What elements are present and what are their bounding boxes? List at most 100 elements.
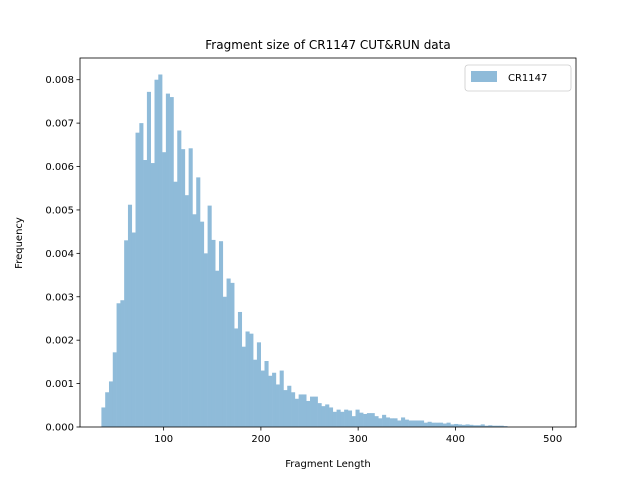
y-tick-label: 0.000 [45,423,74,434]
histogram-bar [169,97,174,427]
histogram-bar [306,400,311,427]
y-ticks: 0.000 0.001 0.002 0.003 0.004 0.005 0.006 0.007… [45,75,80,434]
histogram-bar [355,409,360,427]
histogram-bar [435,422,440,427]
histogram-bar [442,423,447,427]
histogram-bar [211,239,216,427]
x-tick-label: 100 [154,434,173,445]
histogram-bar [162,152,167,427]
histogram-bar [347,410,353,427]
histogram-bar [222,296,227,427]
histogram-bar [420,420,425,427]
histogram-bar [139,123,144,428]
histogram-bar [332,411,337,427]
histogram-bar [397,420,402,427]
histogram-bar [340,411,345,427]
x-tick-label: 500 [543,434,562,445]
histogram-bar [291,392,296,427]
histogram-bar [503,426,508,427]
histogram-bar [253,359,258,427]
y-tick-label: 0.005 [45,205,74,216]
histogram-bar [230,282,235,427]
histogram-bar [135,132,140,428]
histogram-bar [173,181,178,427]
histogram-bar [154,79,159,428]
histogram-bar [492,425,497,427]
y-tick-label: 0.003 [45,292,74,303]
histogram-bar [181,149,186,427]
histogram-bar [105,392,110,427]
histogram-bar [446,422,451,427]
histogram-bar [264,361,269,427]
histogram-bar [401,417,406,427]
histogram-bar [404,419,409,427]
histogram-bar [298,394,303,427]
histogram-bar [218,241,224,427]
histogram-bar [272,372,277,427]
y-tick-label: 0.004 [45,249,74,260]
histogram-bar [374,416,379,427]
histogram-bar [431,422,436,427]
histogram-bar [351,416,356,427]
histogram-bar [120,300,125,427]
histogram-bar [454,423,459,427]
legend-label: CR1147 [508,73,547,84]
histogram-bar [378,418,383,427]
histogram-bar [283,390,288,427]
histogram-bar [249,333,254,427]
y-tick-label: 0.001 [45,379,74,390]
histogram-bar [146,91,151,428]
histogram-bar [245,331,250,427]
histogram-bar [287,385,292,427]
histogram-bar [488,425,493,427]
y-axis-label: Frequency [14,217,25,269]
x-tick-label: 200 [251,434,270,445]
histogram-bar [408,420,413,427]
bars-group [101,74,508,428]
histogram-bar [196,177,201,427]
axes-frame [79,57,577,428]
histogram-bar [438,422,444,427]
y-tick-label: 0.008 [45,75,74,86]
histogram-bar [389,418,394,427]
histogram-bar [366,413,371,427]
histogram-bar [215,270,220,427]
histogram-bar [131,232,136,427]
histogram-bar [469,424,474,427]
histogram-bar [321,406,326,427]
y-tick-label: 0.006 [45,162,74,173]
histogram-bar [150,163,155,427]
histogram-bar [279,370,284,427]
histogram-bar [363,413,368,427]
histogram-bar [313,396,318,427]
histogram-bar [234,328,239,427]
histogram-bar [275,384,280,427]
histogram-bar [158,74,163,427]
histogram-bar [325,404,330,427]
histogram-bar [302,394,307,427]
histogram-bar [112,352,117,427]
histogram-bar [412,420,417,427]
histogram-bar [359,412,364,427]
histogram-bar [495,425,500,427]
histogram-bar [124,240,129,427]
histogram-bar [336,409,341,427]
histogram-bar [457,424,463,427]
histogram-bar [184,195,189,427]
histogram-bar [344,409,349,427]
histogram-bar [317,403,322,427]
x-tick-label: 400 [446,434,465,445]
histogram-bar [237,311,243,427]
histogram-bar [473,425,478,427]
histogram-bar [200,221,205,427]
histogram-bar [476,425,481,427]
histogram-bar [116,303,121,427]
histogram-bar [393,418,398,427]
histogram-bar [382,414,387,427]
histogram-bar [423,422,428,427]
histogram-bar [260,370,265,427]
histogram-bar [207,205,212,427]
histogram-bar [101,407,106,427]
x-axis-label: Fragment Length [285,459,370,470]
